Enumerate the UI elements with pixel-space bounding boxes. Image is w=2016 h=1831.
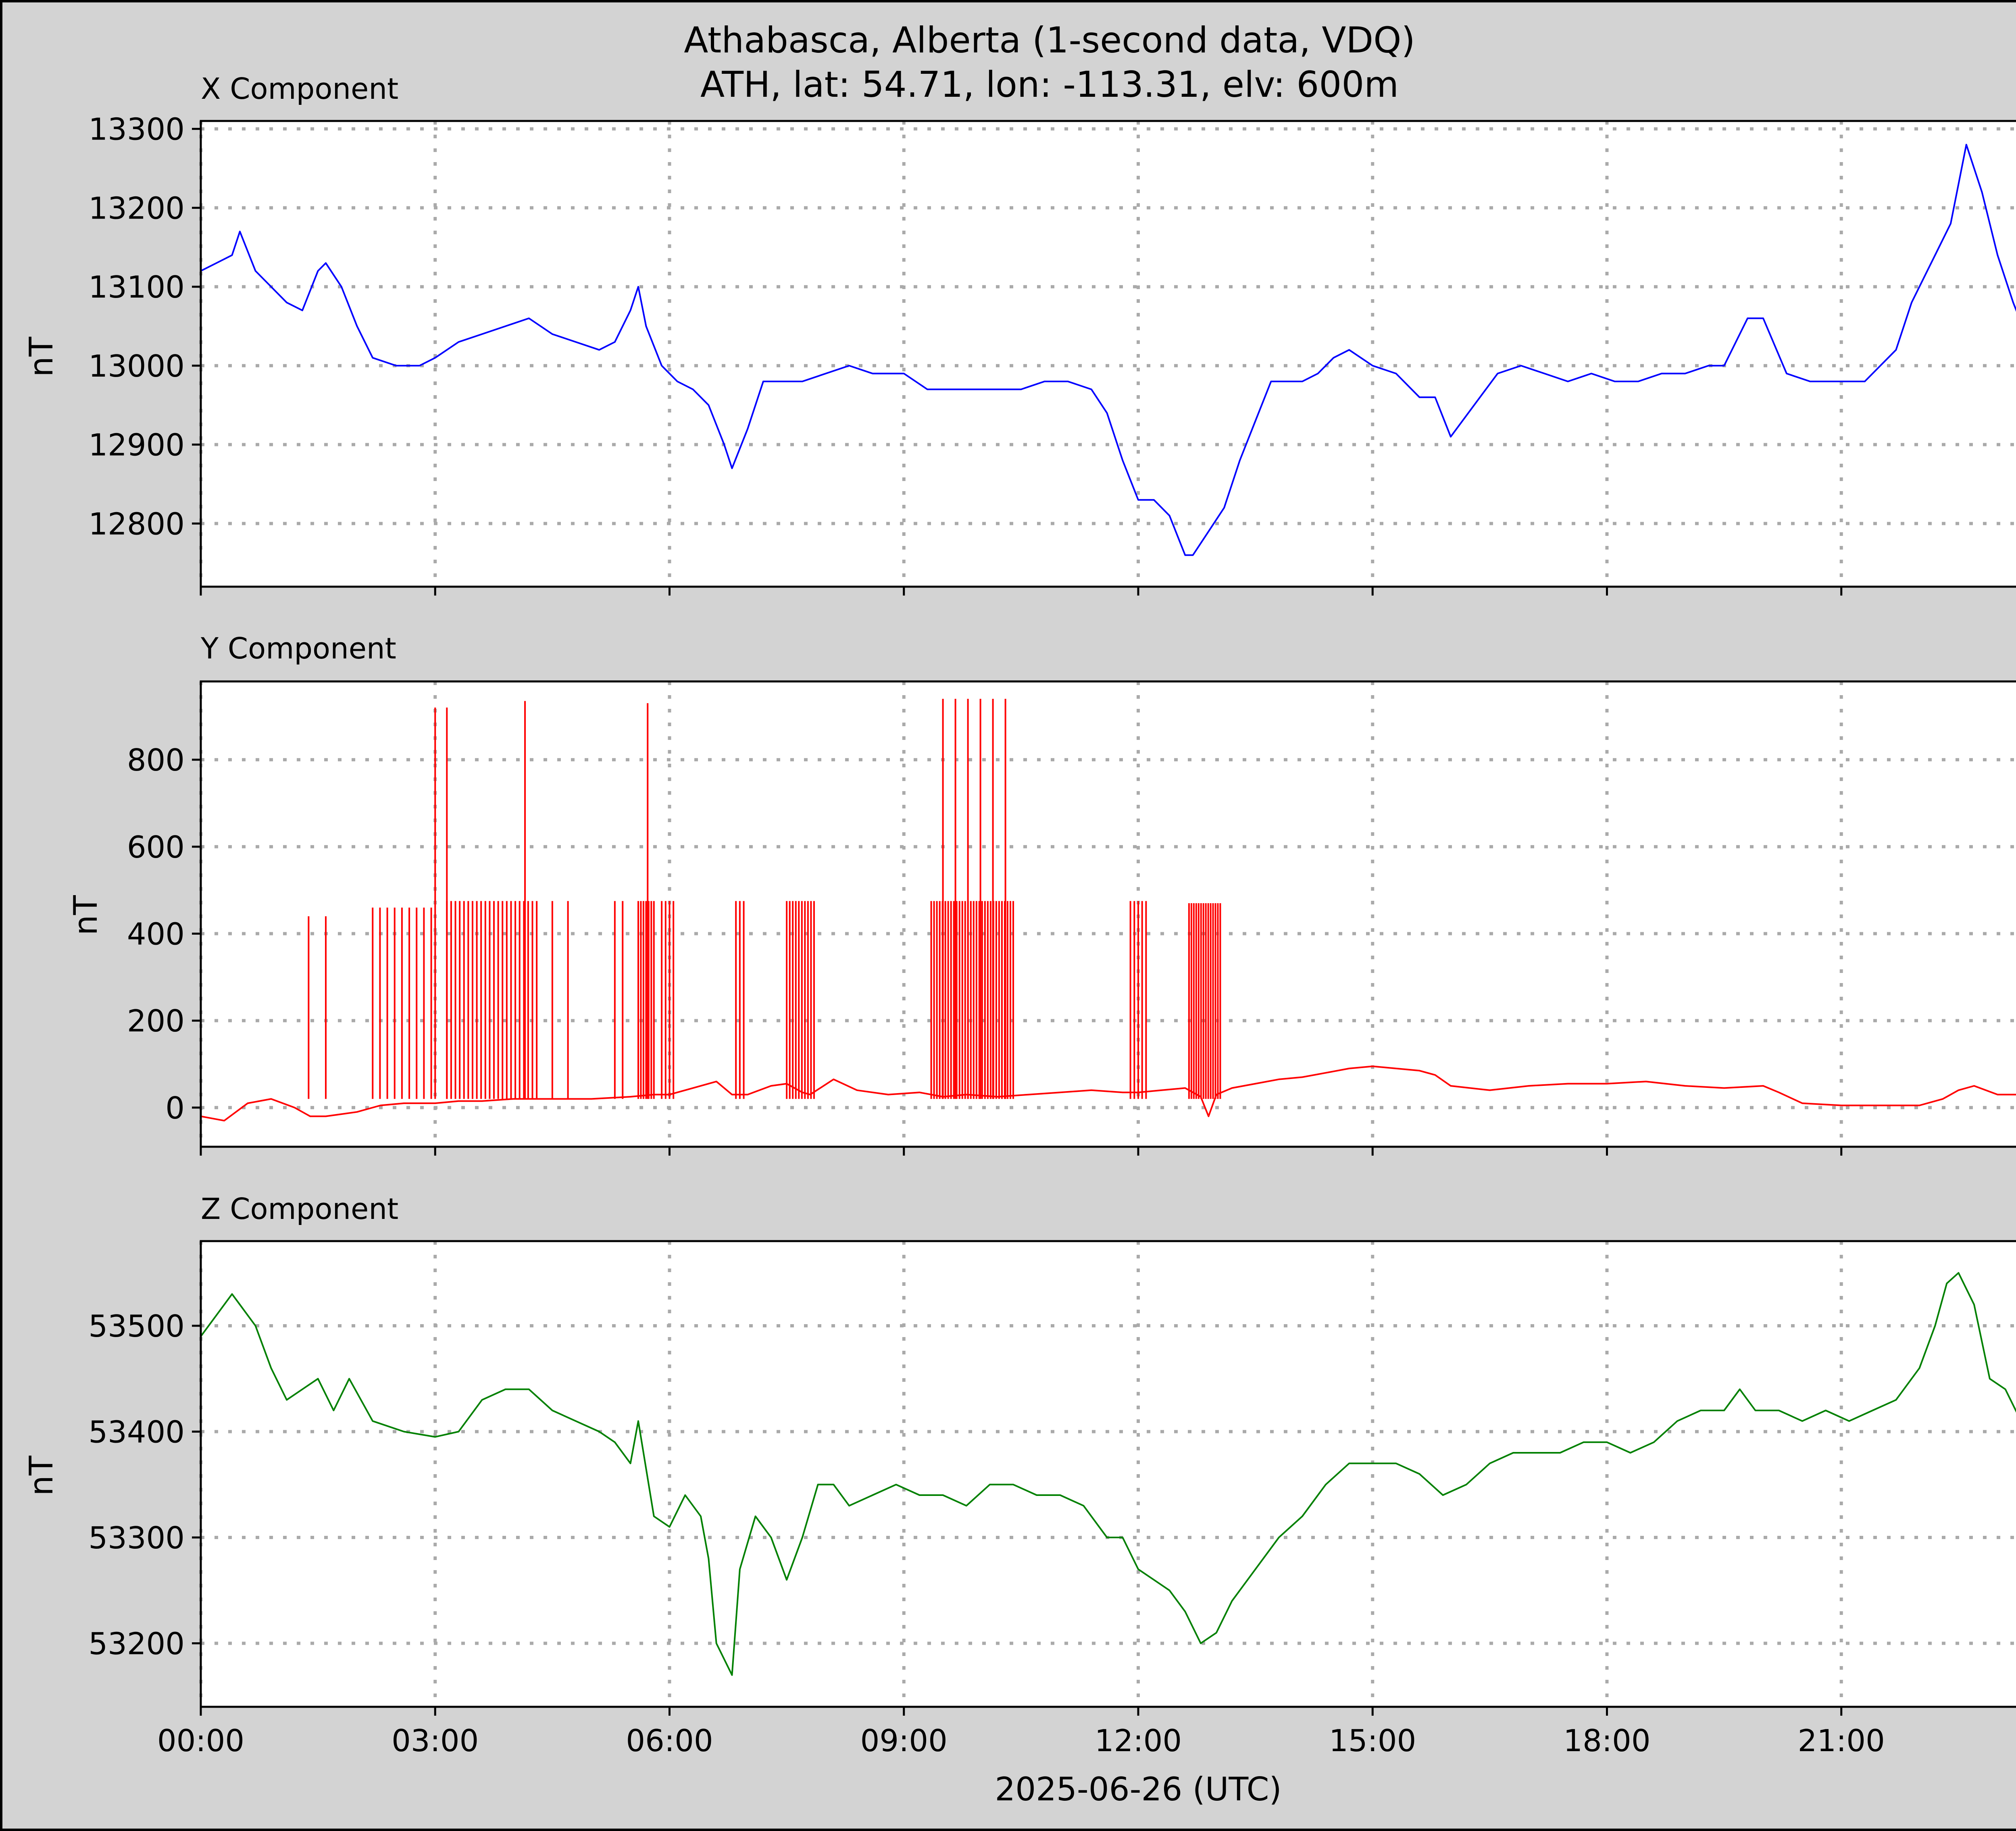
series-line <box>201 1272 2016 1676</box>
y-tick-label: 13000 <box>88 348 185 384</box>
panel-title-x: X Component <box>201 72 398 106</box>
y-tick-label: 53500 <box>88 1308 185 1344</box>
x-tick-label: 09:00 <box>860 1723 948 1758</box>
y-tick-label: 53400 <box>88 1414 185 1450</box>
chart-title: Athabasca, Alberta (1-second data, VDQ) <box>684 19 1415 61</box>
y-axis-label-x: nT <box>23 336 60 377</box>
y-tick-label: 13300 <box>88 112 185 147</box>
x-tick-label: 21:00 <box>1798 1723 1885 1758</box>
y-axis-label-y: nT <box>67 895 104 935</box>
y-tick-label: 600 <box>127 829 185 865</box>
x-tick-label: 00:00 <box>157 1723 244 1758</box>
plot-area <box>201 121 2016 587</box>
x-tick-label: 18:00 <box>1563 1723 1650 1758</box>
series-line <box>201 144 2016 556</box>
y-axis-label-z: nT <box>23 1455 60 1496</box>
y-tick-label: 53200 <box>88 1626 185 1662</box>
panel-title-y: Y Component <box>200 631 396 665</box>
panel-y-component: 0 200 400 600 800 <box>127 680 2016 1156</box>
x-tick-label: 15:00 <box>1329 1723 1416 1758</box>
chart-subtitle: ATH, lat: 54.71, lon: -113.31, elv: 600m <box>700 64 1399 105</box>
panel-x-component: 12800 12900 13000 13100 13200 13300 <box>88 112 2016 596</box>
y-tick-label: 200 <box>127 1003 185 1039</box>
y-tick-label: 0 <box>165 1090 185 1126</box>
panel-z-component: 53200 53300 53400 53500 00:00 03:00 06:00 09:00… <box>88 1240 2016 1758</box>
x-tick-label: 06:00 <box>626 1723 713 1758</box>
panel-title-z: Z Component <box>201 1192 398 1226</box>
y-tick-label: 12900 <box>88 427 185 463</box>
y-tick-label: 53300 <box>88 1520 185 1556</box>
y-tick-label: 13100 <box>88 269 185 305</box>
x-tick-label: 03:00 <box>392 1723 479 1758</box>
x-tick-label: 12:00 <box>1095 1723 1182 1758</box>
y-tick-label: 800 <box>127 742 185 778</box>
plot-area <box>201 1241 2016 1707</box>
x-axis-label: 2025-06-26 (UTC) <box>995 1771 1281 1808</box>
y-tick-label: 400 <box>127 917 185 952</box>
y-tick-label: 12800 <box>88 506 185 542</box>
y-tick-label: 13200 <box>88 190 185 226</box>
series-line <box>201 1065 2016 1122</box>
